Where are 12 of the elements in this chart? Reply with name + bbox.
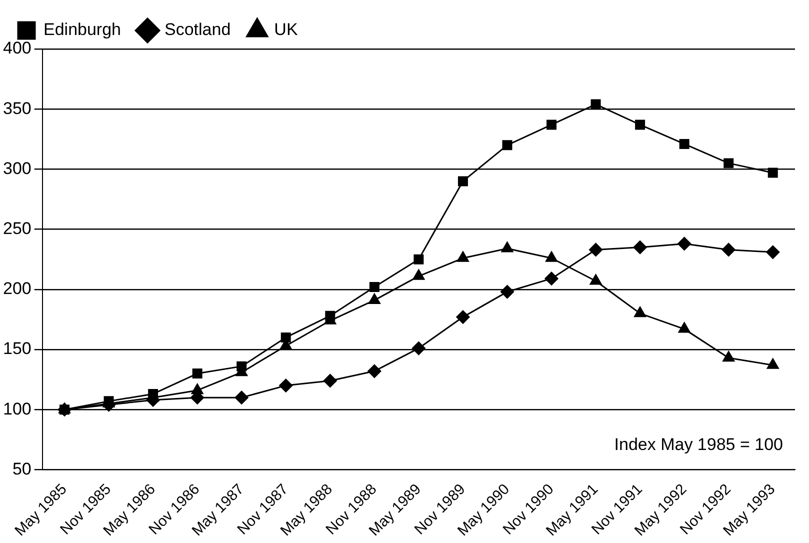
y-tick-label: 200: [2, 279, 32, 298]
legend-label: Scotland: [164, 20, 231, 40]
annotation: Index May 1985 = 100: [614, 434, 783, 454]
y-tick-label: 100: [2, 399, 32, 418]
y-tick-label: 150: [2, 339, 32, 358]
y-tick-label: 250: [2, 218, 32, 238]
y-tick-label: 350: [2, 98, 32, 118]
legend-label: Edinburgh: [44, 20, 122, 40]
y-tick-label: 50: [12, 459, 32, 478]
legend-label: UK: [274, 20, 298, 40]
y-tick-label: 400: [2, 38, 32, 58]
y-tick-label: 300: [2, 158, 32, 178]
